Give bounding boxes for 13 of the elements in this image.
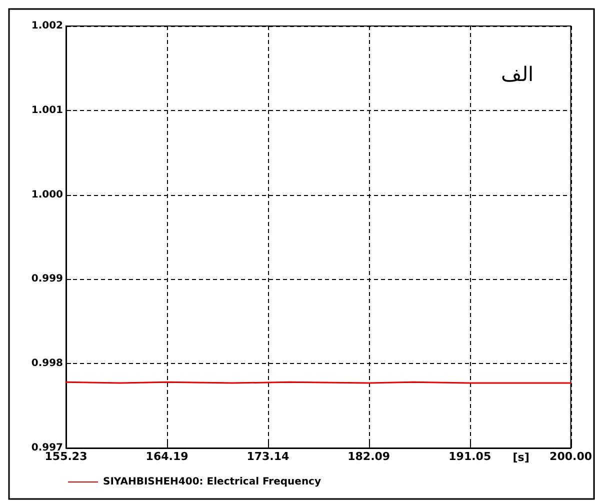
x-tick-label: 200.00 <box>550 450 592 463</box>
x-tick-label: 191.05 <box>448 450 492 463</box>
legend-label: SIYAHBISHEH400: Electrical Frequency <box>103 476 322 488</box>
y-tick-label: 1.000 <box>31 189 64 200</box>
y-tick-label: 0.999 <box>31 274 64 285</box>
y-tick-label: 1.001 <box>31 104 64 116</box>
x-tick-label: 164.19 <box>146 450 188 463</box>
x-tick-label: 173.14 <box>246 450 290 463</box>
x-axis-title: [s] <box>512 451 530 464</box>
annotation: الف <box>500 62 534 86</box>
y-tick-label: 1.002 <box>31 20 64 32</box>
y-tick-label: 0.998 <box>31 358 64 370</box>
x-tick-label: 182.09 <box>348 450 390 463</box>
